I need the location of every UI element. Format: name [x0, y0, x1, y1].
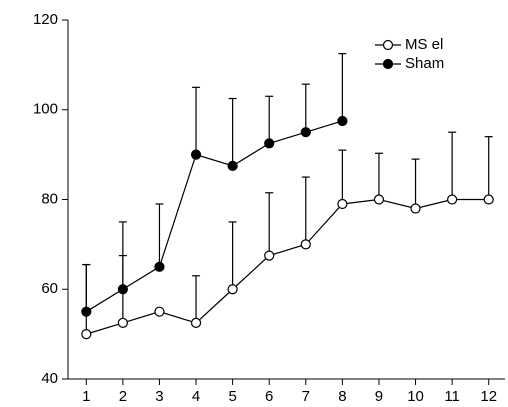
x-tick-label: 3: [155, 388, 163, 405]
y-tick-label: 120: [33, 11, 58, 28]
data-point: [337, 198, 348, 210]
x-tick-label: 8: [338, 388, 346, 405]
x-tick-label: 9: [375, 388, 383, 405]
y-tick-label: 100: [33, 101, 58, 118]
series-line: [86, 198, 489, 335]
legend-marker: [382, 58, 394, 70]
x-tick-label: 1: [82, 388, 90, 405]
x-tick-label: 2: [119, 388, 127, 405]
data-point: [117, 317, 128, 329]
y-tick-label: 60: [41, 280, 58, 297]
x-tick-label: 11: [444, 388, 460, 405]
x-tick-label: 6: [265, 388, 273, 405]
data-point: [81, 329, 92, 340]
y-tick-label: 80: [41, 190, 58, 207]
data-point: [300, 239, 311, 250]
data-point: [373, 194, 385, 205]
x-tick-label: 5: [228, 388, 236, 405]
x-tick-label: 7: [302, 388, 310, 405]
legend-marker: [382, 39, 394, 51]
data-point: [190, 317, 202, 329]
data-point: [300, 127, 311, 138]
data-point: [81, 306, 92, 317]
data-point: [227, 160, 238, 171]
data-point: [410, 203, 421, 214]
x-tick-label: 10: [407, 388, 424, 405]
data-point: [447, 194, 458, 205]
data-point: [154, 306, 165, 317]
x-tick-label: 12: [480, 388, 497, 405]
data-point: [264, 250, 275, 261]
x-tick-label: 4: [192, 388, 200, 405]
series-line: [85, 120, 343, 313]
legend-label: MS el: [405, 36, 443, 53]
legend-label: Sham: [405, 55, 444, 72]
data-point: [190, 149, 202, 160]
y-tick-label: 40: [41, 370, 58, 387]
data-point: [483, 194, 494, 205]
data-point: [117, 284, 128, 295]
data-point: [227, 284, 238, 295]
data-point: [264, 138, 275, 149]
data-point: [337, 115, 348, 127]
data-point: [154, 261, 165, 272]
